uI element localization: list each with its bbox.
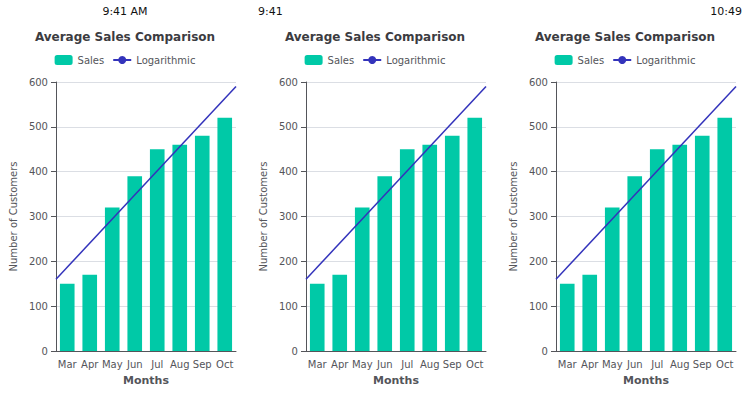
svg-text:200: 200 [279, 256, 298, 267]
svg-text:Sales: Sales [78, 55, 105, 66]
svg-text:Mar: Mar [308, 359, 328, 370]
svg-text:600: 600 [279, 77, 298, 88]
svg-text:May: May [602, 359, 623, 370]
svg-text:400: 400 [529, 166, 548, 177]
svg-text:May: May [102, 359, 123, 370]
svg-text:Logarithmic: Logarithmic [636, 55, 695, 66]
svg-text:0: 0 [42, 346, 48, 357]
svg-text:Jun: Jun [626, 359, 643, 370]
svg-text:300: 300 [529, 211, 548, 222]
svg-text:Oct: Oct [466, 359, 483, 370]
svg-text:Jul: Jul [650, 359, 663, 370]
svg-text:Logarithmic: Logarithmic [136, 55, 195, 66]
svg-text:Sep: Sep [443, 359, 462, 370]
svg-text:200: 200 [529, 256, 548, 267]
svg-text:Number of Customers: Number of Customers [508, 162, 519, 272]
svg-text:Mar: Mar [558, 359, 578, 370]
svg-text:Months: Months [123, 374, 169, 387]
svg-text:400: 400 [29, 166, 48, 177]
svg-text:Months: Months [623, 374, 669, 387]
svg-text:400: 400 [279, 166, 298, 177]
svg-text:300: 300 [29, 211, 48, 222]
svg-text:500: 500 [29, 121, 48, 132]
svg-text:Oct: Oct [716, 359, 733, 370]
svg-text:Aug: Aug [670, 359, 690, 370]
svg-text:Jun: Jun [126, 359, 143, 370]
svg-text:600: 600 [529, 77, 548, 88]
svg-text:Number of Customers: Number of Customers [258, 162, 269, 272]
svg-text:0: 0 [292, 346, 298, 357]
svg-text:600: 600 [29, 77, 48, 88]
svg-text:100: 100 [29, 301, 48, 312]
svg-text:Aug: Aug [420, 359, 440, 370]
svg-text:Number of Customers: Number of Customers [8, 162, 19, 272]
svg-text:Average Sales Comparison: Average Sales Comparison [285, 30, 465, 44]
svg-text:Jul: Jul [400, 359, 413, 370]
svg-text:Apr: Apr [331, 359, 349, 370]
svg-text:Sep: Sep [693, 359, 712, 370]
svg-text:200: 200 [29, 256, 48, 267]
svg-text:9:41: 9:41 [258, 5, 283, 18]
svg-text:Logarithmic: Logarithmic [386, 55, 445, 66]
svg-text:Average Sales Comparison: Average Sales Comparison [35, 30, 215, 44]
svg-text:Jul: Jul [150, 359, 163, 370]
svg-text:Sales: Sales [578, 55, 605, 66]
svg-text:Oct: Oct [216, 359, 233, 370]
svg-text:Sep: Sep [193, 359, 212, 370]
svg-text:300: 300 [279, 211, 298, 222]
svg-text:Average Sales Comparison: Average Sales Comparison [535, 30, 715, 44]
svg-text:Aug: Aug [170, 359, 190, 370]
svg-text:Apr: Apr [581, 359, 599, 370]
svg-text:500: 500 [529, 121, 548, 132]
svg-text:10:49: 10:49 [710, 5, 742, 18]
svg-text:0: 0 [542, 346, 548, 357]
svg-text:May: May [352, 359, 373, 370]
svg-text:Jun: Jun [376, 359, 393, 370]
svg-text:Sales: Sales [328, 55, 355, 66]
svg-text:Apr: Apr [81, 359, 99, 370]
svg-text:100: 100 [529, 301, 548, 312]
svg-text:9:41 AM: 9:41 AM [102, 5, 147, 18]
svg-text:Months: Months [373, 374, 419, 387]
svg-text:Mar: Mar [58, 359, 78, 370]
svg-text:100: 100 [279, 301, 298, 312]
svg-text:500: 500 [279, 121, 298, 132]
